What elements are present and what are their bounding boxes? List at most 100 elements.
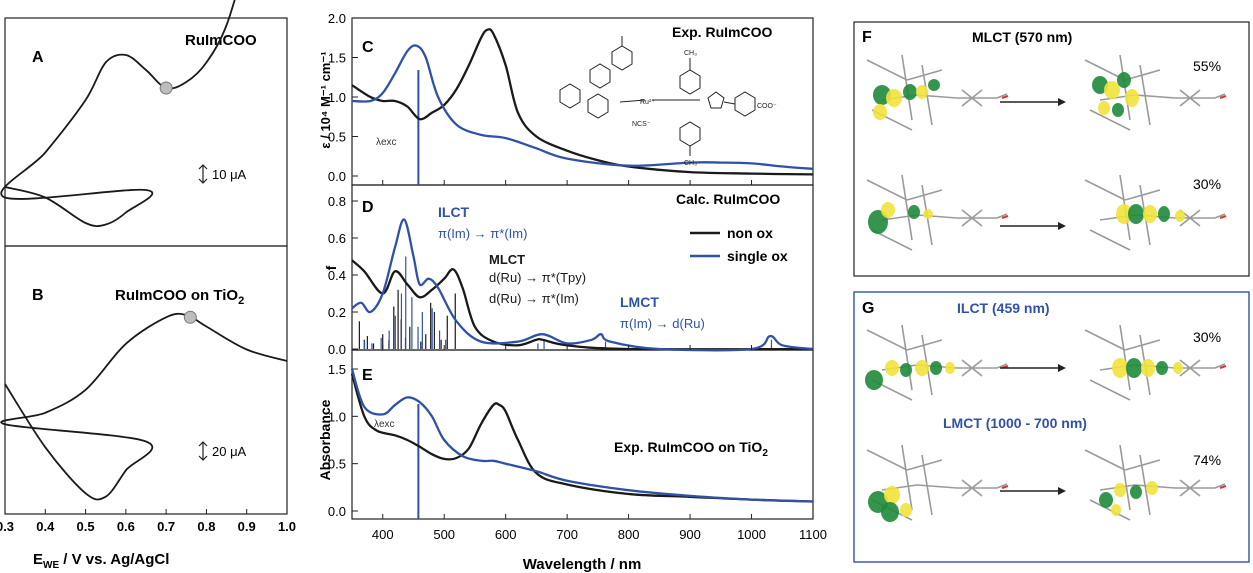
molecule-bond xyxy=(906,339,943,351)
orbital-lobe xyxy=(1143,205,1157,223)
molecule-bond xyxy=(1084,179,1126,201)
series-single-ox xyxy=(351,218,814,352)
y-tick-label: 0.5 xyxy=(328,457,346,472)
y-tick-label: 0.4 xyxy=(328,268,346,283)
cv-x-tick-label: 0.3 xyxy=(0,519,14,534)
orbital-lobe xyxy=(886,89,902,107)
scale-label-a: 10 μA xyxy=(212,167,247,182)
cv-curve-b xyxy=(0,312,288,501)
panel-g: G ILCT (459 nm) LMCT (1000 - 700 nm) 30%… xyxy=(853,291,1250,563)
cv-marker-b xyxy=(183,310,197,324)
panel-b-title: RuImCOO on TiO2 xyxy=(115,287,244,307)
molecule-bond xyxy=(906,69,943,81)
cv-curve-a xyxy=(0,0,236,228)
molecule-oxygen xyxy=(1219,95,1227,99)
molecule-bond xyxy=(921,454,933,516)
orbital-lobe xyxy=(1125,89,1139,107)
molecule-bond xyxy=(901,444,913,511)
molecule-bond xyxy=(961,359,983,377)
orbital-lobe xyxy=(1111,504,1121,516)
panel-c-title: Exp. RuImCOO xyxy=(672,24,772,40)
cv-x-tick-label: 0.5 xyxy=(77,519,95,534)
orbital-lobe xyxy=(1112,358,1128,378)
panel-c-y-label: ε / 10⁴ M⁻¹ cm⁻¹ xyxy=(318,51,333,148)
molecule-bond xyxy=(996,213,1008,219)
panel-a-frame xyxy=(4,17,288,247)
y-tick-label: 0.0 xyxy=(328,342,346,357)
cv-x-tick-label: 0.4 xyxy=(36,519,55,534)
orbital-lobe xyxy=(900,503,912,517)
orbital-lobe xyxy=(1114,483,1126,497)
series-single-ox xyxy=(350,368,814,503)
orbital-lobe xyxy=(1104,81,1120,99)
molecule-bond xyxy=(1124,459,1161,471)
cv-x-tick-label: 0.7 xyxy=(157,519,175,534)
spectrum-axes: 400 500 600 700 800 900 1000 1100 xyxy=(372,180,827,542)
orbital-lobe xyxy=(1126,358,1142,378)
orbital-lobe xyxy=(1117,72,1131,88)
y-tick-label: 1.0 xyxy=(328,90,346,105)
orbital-lobe xyxy=(908,205,920,219)
cv-x-tick-label: 0.9 xyxy=(238,519,256,534)
panel-b-letter: B xyxy=(32,287,44,304)
y-tick-label: 0.2 xyxy=(328,305,346,320)
orbital-lobe xyxy=(881,502,899,522)
orbital-lobe xyxy=(1141,359,1155,377)
molecule-bond xyxy=(866,329,908,351)
panel-f: F MLCT (570 nm) 55% 30% xyxy=(853,21,1250,277)
arrow-icon xyxy=(1058,487,1066,495)
y-tick-label: 0.0 xyxy=(328,169,346,184)
panel-c-frame xyxy=(351,17,814,186)
y-tick-label: 0.0 xyxy=(328,504,346,519)
orbital-lobe xyxy=(1173,362,1183,374)
orbital-lobe xyxy=(881,202,895,218)
cv-x-tick-label: 0.8 xyxy=(197,519,215,534)
molecule-oxygen xyxy=(1219,215,1227,219)
orbital-lobe xyxy=(873,104,887,120)
molecule-bond xyxy=(1214,93,1226,99)
arrow-icon xyxy=(1058,364,1066,372)
y-tick-label: 0.5 xyxy=(328,130,346,145)
orbital-lobe xyxy=(930,361,942,375)
panel-c-plot: 2.0 1.5 1.0 0.5 0.0 xyxy=(328,11,814,185)
cv-panels: A RuImCOO B RuImCOO on TiO2 10 μA 20 μA … xyxy=(0,0,296,571)
scale-bar-b: 20 μA xyxy=(198,441,247,461)
cv-x-axis: 0.3 0.4 0.5 0.6 0.7 0.8 0.9 1.0 xyxy=(0,509,296,534)
molecule-bond xyxy=(1119,444,1131,511)
svg-text:Ru²⁺: Ru²⁺ xyxy=(640,99,655,106)
arrow-icon xyxy=(1058,222,1066,230)
lmct-transition: π(Im) → d(Ru) xyxy=(620,316,705,331)
molecule-oxygen xyxy=(1219,365,1227,369)
x-tick-label: 1000 xyxy=(737,527,766,542)
molecule-bond xyxy=(916,214,958,219)
molecule-bond xyxy=(901,174,913,241)
orbital-lobe xyxy=(1092,76,1108,94)
panel-f-letter: F xyxy=(862,29,872,46)
orbital-lobe xyxy=(945,362,955,374)
panel-d-title: Calc. RuImCOO xyxy=(676,191,780,207)
orbital-lobe xyxy=(928,79,940,91)
molecule-bond xyxy=(996,93,1008,99)
panel-f-pct-2: 30% xyxy=(1193,176,1221,192)
molecule-oxygen xyxy=(1001,95,1009,99)
series-single-ox xyxy=(351,44,814,171)
x-tick-label: 400 xyxy=(372,527,394,542)
cv-marker-a xyxy=(159,81,173,95)
orbital-lobe xyxy=(1158,206,1170,222)
y-tick-label: 1.0 xyxy=(328,409,346,424)
orbital-lobe xyxy=(1098,101,1110,115)
panel-d-frame xyxy=(351,184,814,351)
legend-label-non-ox: non ox xyxy=(727,225,773,241)
svg-text:NCS⁻: NCS⁻ xyxy=(632,121,651,128)
molecule-oxygen xyxy=(1219,485,1227,489)
y-tick-label: 1.5 xyxy=(328,51,346,66)
svg-text:CH₃: CH₃ xyxy=(684,160,697,167)
mlct-label: MLCT xyxy=(489,252,525,267)
orbital-lobe xyxy=(1156,361,1168,375)
panel-g-orbitals xyxy=(865,324,1227,522)
molecule-oxygen xyxy=(1001,215,1009,219)
scale-arrow-a xyxy=(198,164,208,184)
orbital-lobe xyxy=(865,370,883,390)
panel-g-pct-2: 74% xyxy=(1193,452,1221,468)
molecule-bond xyxy=(866,59,908,81)
